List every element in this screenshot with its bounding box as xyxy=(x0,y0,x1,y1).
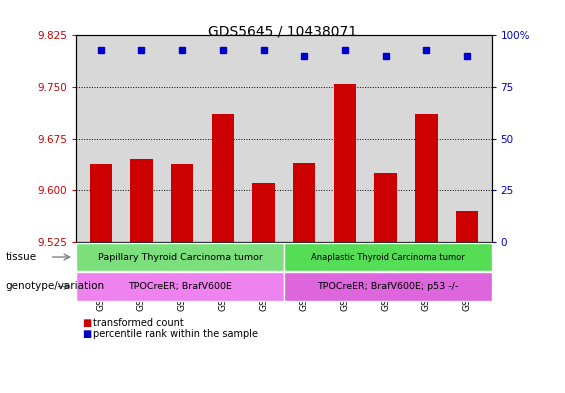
Text: GDS5645 / 10438071: GDS5645 / 10438071 xyxy=(208,25,357,39)
Bar xyxy=(334,83,356,242)
Text: TPOCreER; BrafV600E; p53 -/-: TPOCreER; BrafV600E; p53 -/- xyxy=(317,282,458,291)
Bar xyxy=(293,163,315,242)
Bar xyxy=(375,173,397,242)
Bar xyxy=(130,159,153,242)
Bar xyxy=(212,114,234,242)
Text: ■: ■ xyxy=(82,329,91,339)
Text: transformed count: transformed count xyxy=(93,318,184,329)
Bar xyxy=(171,164,193,242)
Text: genotype/variation: genotype/variation xyxy=(6,281,105,292)
Text: tissue: tissue xyxy=(6,252,37,262)
Bar xyxy=(253,183,275,242)
Text: Papillary Thyroid Carcinoma tumor: Papillary Thyroid Carcinoma tumor xyxy=(98,253,263,261)
Bar xyxy=(456,211,479,242)
Bar xyxy=(415,114,438,242)
Text: percentile rank within the sample: percentile rank within the sample xyxy=(93,329,258,339)
Text: TPOCreER; BrafV600E: TPOCreER; BrafV600E xyxy=(128,282,232,291)
Bar xyxy=(89,164,112,242)
Text: ■: ■ xyxy=(82,318,91,329)
Text: Anaplastic Thyroid Carcinoma tumor: Anaplastic Thyroid Carcinoma tumor xyxy=(311,253,464,261)
